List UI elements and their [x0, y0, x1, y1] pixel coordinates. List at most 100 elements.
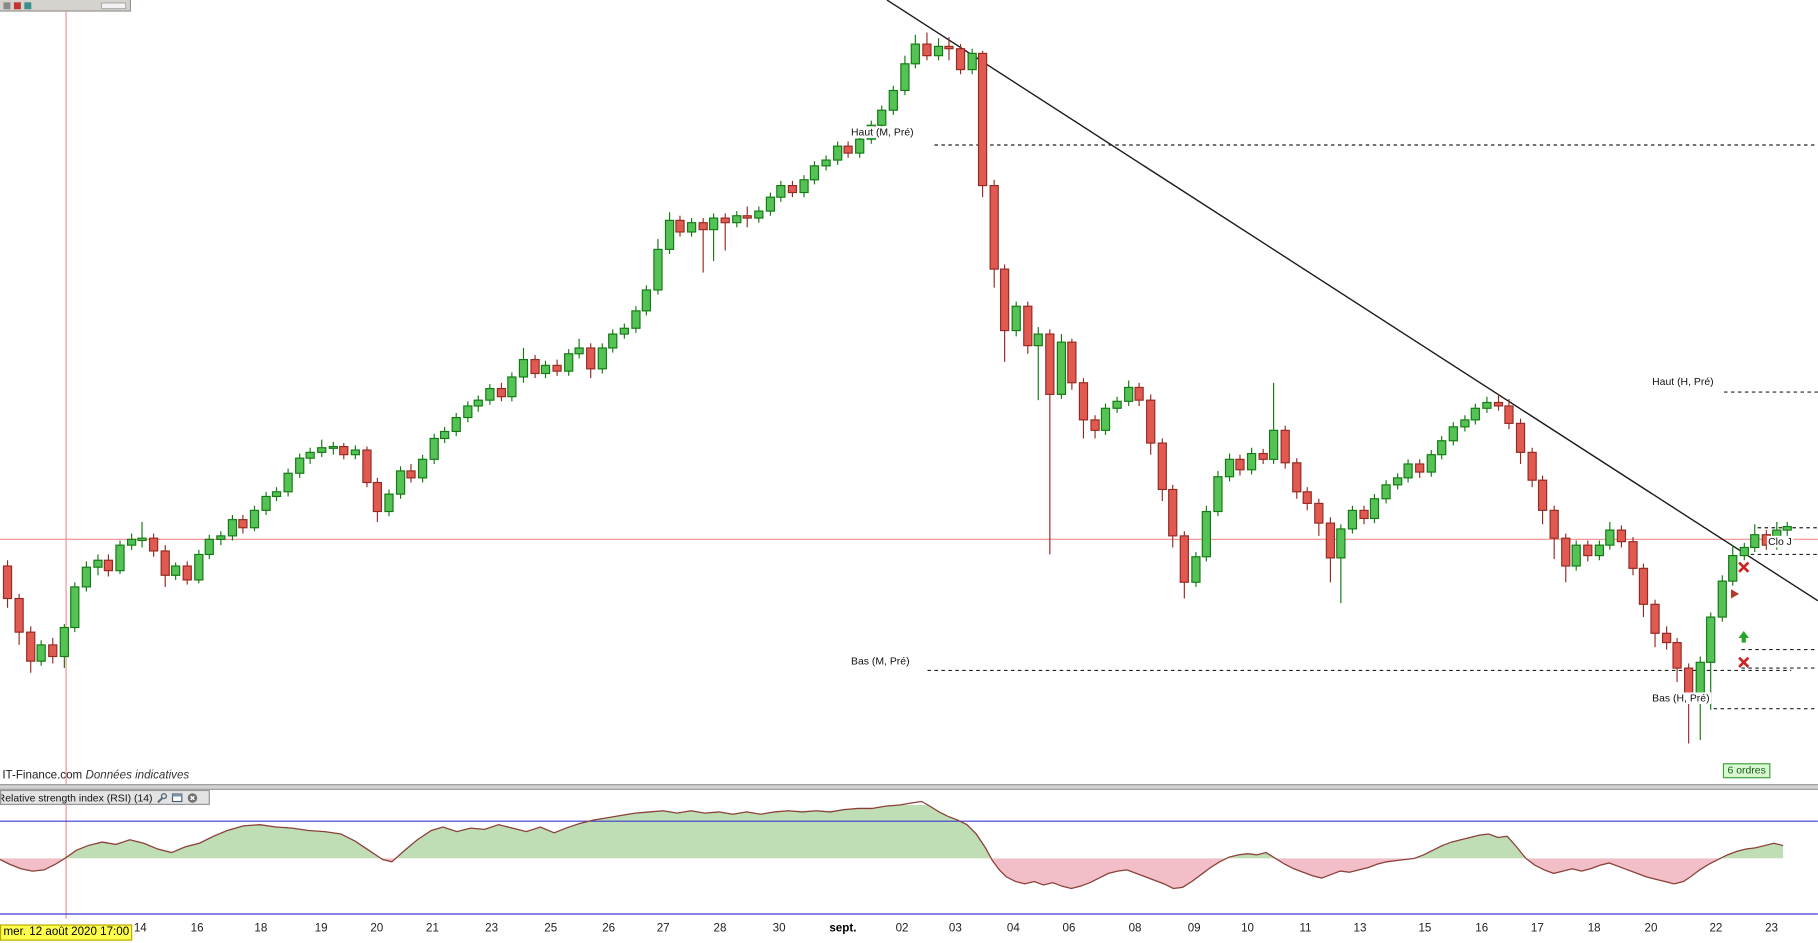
candle-down [1314, 498, 1324, 536]
candle-up [967, 48, 977, 75]
candle-up [1605, 521, 1615, 550]
rsi-panel-header[interactable]: Relative strength index (RSI) (14) [0, 789, 210, 805]
close-icon[interactable] [186, 792, 198, 804]
mini-toolbar-scroll[interactable] [100, 1, 127, 9]
candle-up [1213, 470, 1223, 517]
mini-toolbar[interactable] [0, 0, 132, 12]
candle-down [48, 637, 58, 664]
time-axis-label: 20 [370, 922, 384, 935]
candle-down [1583, 540, 1593, 562]
time-axis-label: 14 [133, 922, 147, 935]
time-axis-label: 18 [1587, 922, 1601, 935]
candle-up [204, 534, 214, 560]
mini-toolbar-button[interactable] [24, 1, 32, 9]
orders-count-badge[interactable]: 6 ordres [1722, 763, 1771, 779]
order-marker-close-x[interactable] [1738, 561, 1750, 573]
candle-down [1090, 415, 1100, 439]
trendline[interactable] [886, 0, 1818, 602]
candle-up [81, 561, 92, 592]
time-axis-label: 26 [602, 922, 616, 935]
candle-down [1146, 394, 1156, 455]
candle-up [1268, 382, 1279, 464]
candle-up [1739, 542, 1749, 561]
time-axis-label: 18 [254, 922, 268, 935]
candle-down [1650, 599, 1660, 648]
candle-up [439, 426, 450, 444]
candle-up [295, 453, 305, 478]
order-marker-entry-triangle[interactable] [1730, 589, 1740, 599]
time-axis-label: 11 [1299, 922, 1312, 935]
candle-down [26, 626, 36, 673]
candle-down [1515, 418, 1526, 464]
price-level-label: Bas (H, Pré) [1650, 692, 1711, 705]
candle-up [765, 192, 776, 216]
candle-up [417, 454, 428, 483]
candle-down [1179, 531, 1189, 599]
candle-up [1369, 494, 1380, 524]
order-marker-buy-arrow[interactable] [1738, 630, 1749, 643]
candle-up [1728, 545, 1738, 586]
time-axis-label: 04 [1006, 922, 1020, 935]
panel-splitter[interactable] [0, 784, 1818, 790]
candle-down [1527, 447, 1537, 488]
candle-up [171, 562, 181, 580]
candle-up [574, 338, 584, 359]
candle-down [1638, 563, 1649, 618]
time-axis-label: 17 [1530, 922, 1544, 935]
order-marker-close-x[interactable] [1738, 656, 1750, 668]
candle-down [944, 37, 954, 61]
wrench-icon[interactable] [156, 792, 168, 804]
candle-up [473, 395, 483, 412]
candle-up [1482, 396, 1492, 413]
rsi-fill-positive [0, 804, 1784, 859]
candle-up [564, 349, 574, 376]
candle-down [1280, 425, 1290, 469]
panel-icon[interactable] [171, 792, 183, 804]
candle-up [821, 155, 831, 171]
candle-up [1403, 459, 1413, 483]
candle-up [59, 624, 69, 669]
candle-up [350, 445, 360, 460]
candle-up [1426, 450, 1436, 477]
data-source-note: IT-Finance.com Données indicatives [2, 769, 189, 782]
candle-up [305, 447, 315, 464]
candle-up [933, 38, 944, 61]
candle-up [1011, 301, 1021, 337]
time-axis-label: 27 [656, 922, 670, 935]
candle-up [1246, 447, 1257, 475]
candle-up [686, 218, 697, 237]
candle-down [1258, 448, 1268, 464]
candle-down [530, 354, 540, 379]
candle-down [1067, 338, 1077, 390]
mini-toolbar-button[interactable] [13, 1, 21, 9]
candle-down [1504, 399, 1514, 430]
time-axis-label: 08 [1128, 922, 1142, 935]
candle-up [1124, 380, 1134, 406]
candle-up [36, 640, 46, 666]
candle-down [1415, 459, 1425, 478]
candle-up [641, 285, 652, 316]
candle-down [148, 533, 159, 557]
candle-up [708, 213, 719, 261]
time-axis-label: 13 [1353, 922, 1367, 935]
candle-up [1100, 403, 1111, 435]
candle-up [317, 439, 327, 458]
candle-up [597, 343, 607, 374]
candle-down [182, 561, 192, 585]
candle-up [395, 466, 406, 499]
mini-toolbar-button[interactable] [3, 1, 11, 9]
candle-down [1616, 525, 1627, 548]
candle-up [1347, 505, 1358, 534]
candle-up [93, 554, 103, 576]
candle-up [1750, 524, 1760, 553]
candle-up [1460, 415, 1470, 432]
time-axis-label: 16 [190, 922, 204, 935]
time-axis-label: 20 [1644, 922, 1658, 935]
candle-up [227, 514, 238, 541]
candle-down [1493, 394, 1504, 411]
candle-up [910, 34, 920, 69]
candle-up [126, 533, 137, 550]
candle-up [507, 372, 517, 402]
time-axis-label: 02 [895, 922, 909, 935]
